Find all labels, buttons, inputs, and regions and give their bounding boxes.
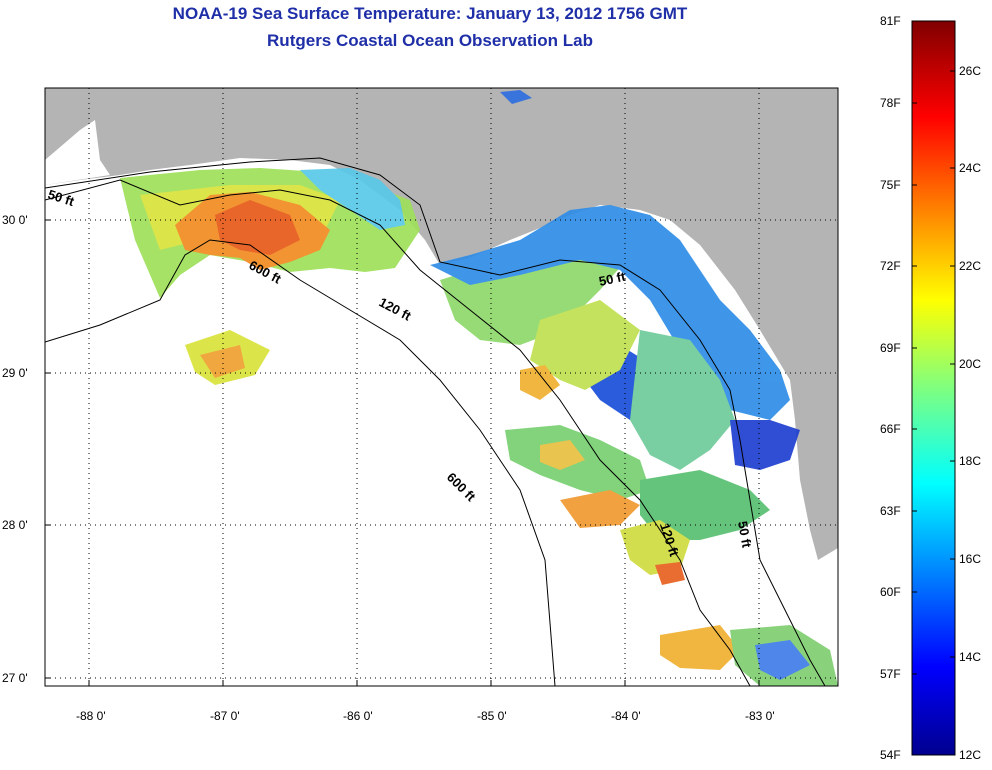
bathymetry-contours [45,157,826,686]
map-border [44,87,839,687]
land-area [45,88,838,560]
colorbar-ticks [912,70,955,675]
colorbar-c-22: 22C [959,259,981,273]
colorbar-c-26: 26C [959,64,981,78]
map-title: NOAA-19 Sea Surface Temperature: January… [172,4,688,23]
lon-label-88: -88 0' [76,709,106,723]
contour-label-50ft-north: 50 ft [598,269,628,289]
colorbar-f-57: 57F [880,667,901,681]
colorbar [911,20,956,756]
contour-label-50ft-south: 50 ft [735,520,755,550]
colorbar-c-18: 18C [959,454,981,468]
contour-120ft [45,179,751,686]
lon-label-83: -83 0' [745,709,775,723]
colorbar-c-16: 16C [959,552,981,566]
colorbar-f-69: 69F [880,341,901,355]
colorbar-f-60: 60F [880,585,901,599]
lon-label-86: -86 0' [343,709,373,723]
colorbar-c-24: 24C [959,161,981,175]
colorbar-c-14: 14C [959,650,981,664]
colorbar-f-63: 63F [880,504,901,518]
sst-data [120,90,838,686]
colorbar-c-20: 20C [959,357,981,371]
colorbar-f-81: 81F [880,14,901,28]
tick-marks [45,219,760,686]
colorbar-f-78: 78F [880,96,901,110]
lat-label-27: 27 0' [2,671,28,685]
bay-area [45,120,110,185]
colorbar-f-54: 54F [880,748,901,762]
lat-label-29: 29 0' [2,366,28,380]
map-subtitle: Rutgers Coastal Ocean Observation Lab [267,31,593,50]
colorbar-c-12: 12C [959,748,981,762]
graticule [45,88,838,686]
lon-label-85: -85 0' [477,709,507,723]
lon-label-84: -84 0' [611,709,641,723]
lon-label-87: -87 0' [210,709,240,723]
colorbar-f-66: 66F [880,422,901,436]
lat-label-30: 30 0' [2,213,28,227]
contour-600ft [45,239,556,686]
contour-50ft [45,157,826,686]
lat-label-28: 28 0' [2,518,28,532]
colorbar-f-72: 72F [880,259,901,273]
colorbar-f-75: 75F [880,178,901,192]
